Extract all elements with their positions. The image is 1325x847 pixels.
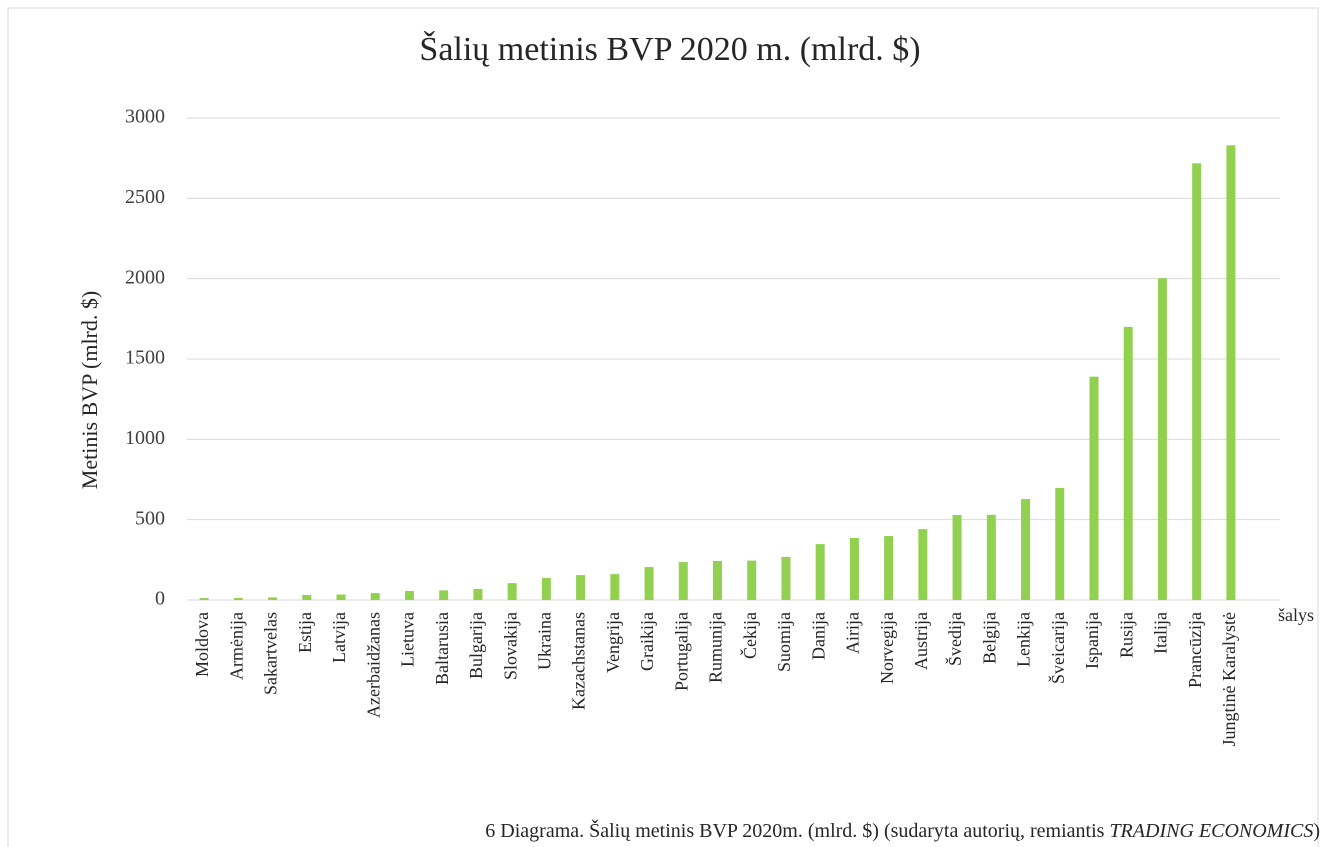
- caption: 6 Diagrama. Šalių metinis BVP 2020m. (ml…: [485, 818, 1320, 842]
- x-tick-label: Austrija: [911, 612, 931, 670]
- x-tick-label: Graikija: [637, 612, 657, 671]
- x-tick-label: Estija: [295, 612, 315, 653]
- x-tick-label: Latvija: [329, 612, 349, 663]
- bar: [268, 597, 278, 600]
- bar: [507, 583, 517, 600]
- bar: [576, 575, 586, 600]
- bar: [644, 567, 654, 600]
- x-tick-label: Italija: [1151, 612, 1171, 654]
- x-tick-label: Azerbaidžanas: [363, 612, 383, 718]
- x-tick-label: Baltarusia: [432, 612, 452, 685]
- bar: [781, 556, 791, 600]
- bar: [1123, 326, 1133, 600]
- bar: [952, 515, 962, 600]
- x-tick-label: Rumunija: [706, 612, 726, 683]
- x-tick-label: Jungtinė Karalystė: [1219, 612, 1239, 746]
- x-tick-label: Kazachstanas: [569, 612, 589, 710]
- bar: [1089, 376, 1099, 600]
- x-tick-label: Lenkija: [1014, 612, 1034, 667]
- caption-end: ): [1313, 820, 1320, 842]
- x-axis-label: šalys: [1278, 605, 1314, 625]
- x-tick-label: Šveicarija: [1047, 612, 1068, 684]
- bar: [1226, 145, 1236, 600]
- bar: [336, 594, 346, 600]
- bar: [986, 514, 996, 600]
- bar: [1192, 163, 1202, 601]
- y-tick-label: 3000: [125, 106, 165, 128]
- y-tick-label: 2000: [125, 266, 165, 288]
- bar: [884, 536, 894, 600]
- bar: [439, 590, 449, 600]
- x-tick-label: Prancūzija: [1185, 612, 1205, 688]
- bar: [1021, 499, 1031, 600]
- x-tick-label: Ispanija: [1082, 612, 1102, 669]
- x-tick-label: Ukraina: [534, 612, 554, 670]
- chart-title: Šalių metinis BVP 2020 m. (mlrd. $): [419, 30, 920, 68]
- y-tick-label: 0: [155, 588, 165, 610]
- chart-border: [7, 7, 1319, 847]
- y-tick-label: 1000: [125, 427, 165, 449]
- x-tick-label: Armėnija: [226, 612, 246, 680]
- bar: [849, 537, 859, 600]
- x-tick-label: Danija: [808, 612, 828, 660]
- y-axis-label: Metinis BVP (mlrd. $): [77, 291, 102, 489]
- y-tick-label: 1500: [125, 347, 165, 369]
- y-tick-label: 500: [135, 507, 165, 529]
- x-tick-label: Vengrija: [603, 612, 623, 673]
- x-tick-label: Airija: [843, 612, 863, 654]
- x-tick-label: Rusija: [1116, 612, 1136, 658]
- bar: [1157, 278, 1167, 600]
- bar: [713, 560, 722, 600]
- bar: [302, 595, 312, 600]
- caption-source: TRADING ECONOMICS: [1109, 820, 1313, 842]
- bar: [747, 560, 757, 600]
- x-tick-label: Moldova: [192, 612, 212, 677]
- bar: [918, 529, 928, 600]
- x-tick-label: Bulgarija: [466, 612, 486, 679]
- bar: [815, 544, 825, 600]
- x-tick-label: Suomija: [774, 612, 794, 672]
- x-tick-label: Čekija: [739, 612, 760, 659]
- y-tick-label: 2500: [125, 186, 165, 208]
- bar: [473, 588, 483, 600]
- x-tick-label: Portugalija: [671, 612, 691, 691]
- x-tick-label: Norvegija: [877, 612, 897, 684]
- caption-text: 6 Diagrama. Šalių metinis BVP 2020m. (ml…: [485, 818, 1109, 842]
- bar: [541, 577, 551, 600]
- bar: [233, 597, 243, 600]
- bar: [678, 562, 688, 600]
- x-tick-label: Belgija: [979, 612, 999, 664]
- bar: [610, 574, 620, 600]
- x-tick-label: Slovakija: [500, 612, 520, 680]
- x-tick-label: Lietuva: [398, 612, 418, 667]
- bar: [404, 591, 414, 600]
- x-tick-label: Sakartvelas: [261, 612, 281, 695]
- bar: [370, 593, 380, 600]
- x-tick-label: Švedija: [944, 612, 965, 666]
- bar: [199, 598, 209, 600]
- bar: [1055, 488, 1065, 600]
